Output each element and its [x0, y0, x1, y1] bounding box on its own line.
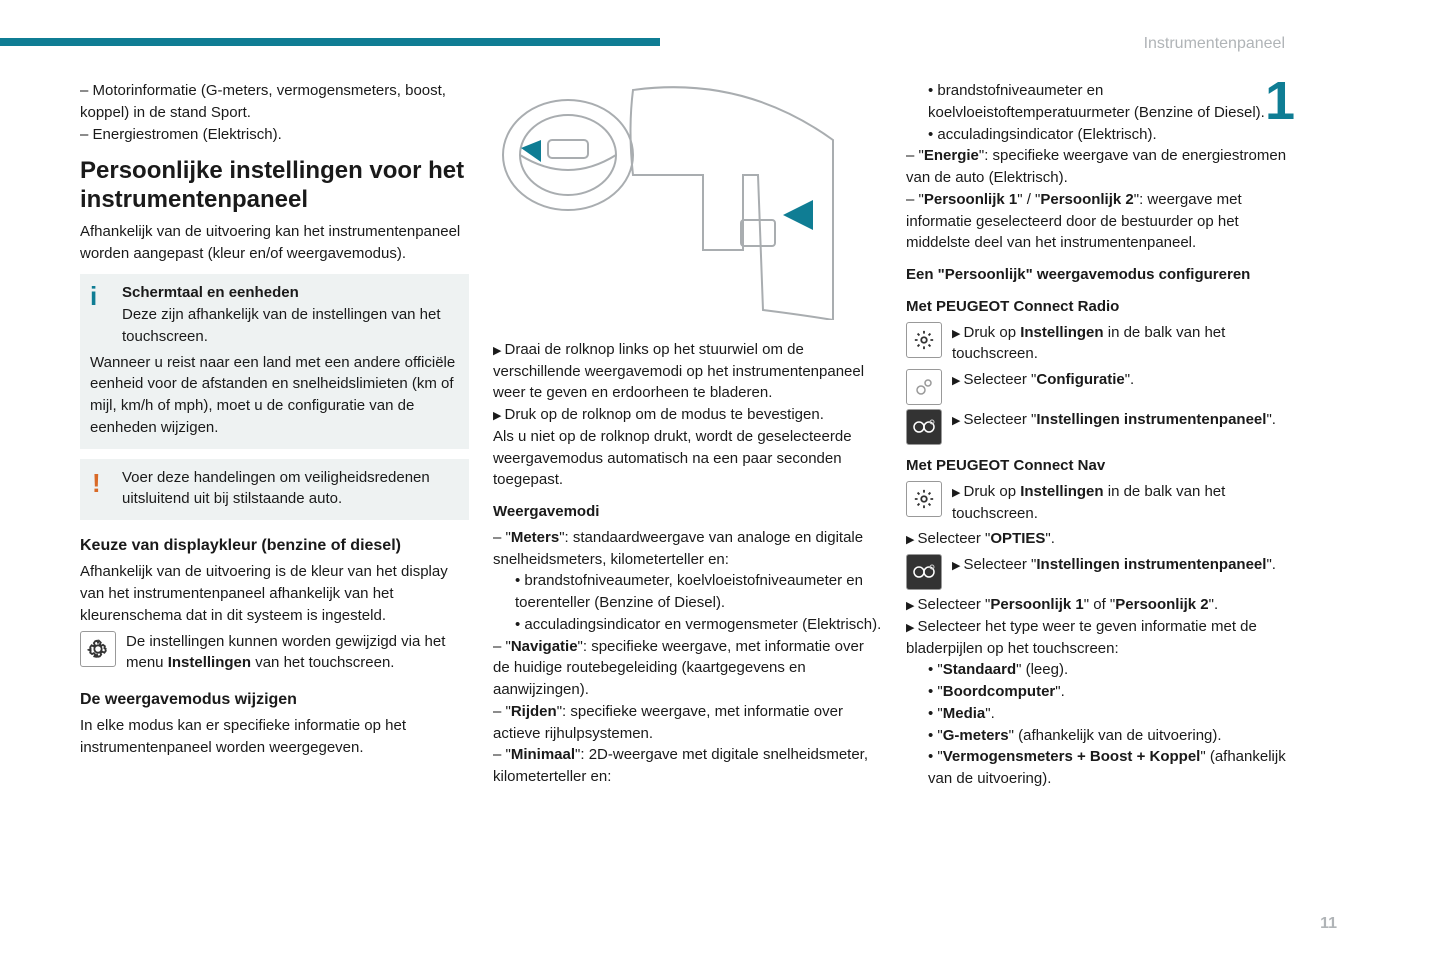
- dashboard-icon: [906, 409, 942, 445]
- min-sub-2: acculadingsindicator (Elektrisch).: [928, 124, 1295, 146]
- nav-step-4: Selecteer "Persoonlijk 1" of "Persoonlij…: [906, 594, 1295, 616]
- heading-display-color: Keuze van displaykleur (benzine of diese…: [80, 534, 469, 557]
- display-color-sub: Afhankelijk van de uitvoering is de kleu…: [80, 561, 469, 626]
- option-item: "Standaard" (leeg).: [928, 659, 1295, 681]
- steering-wheel-diagram: [493, 80, 863, 320]
- warning-icon: !: [92, 465, 101, 503]
- gear-icon: [80, 631, 116, 667]
- option-item: "G-meters" (afhankelijk van de uitvoerin…: [928, 725, 1295, 747]
- nav-step-1: Druk op Instellingen in de balk van het …: [906, 481, 1295, 525]
- info-p2: Wanneer u reist naar een land met een an…: [90, 352, 459, 439]
- info-title: Schermtaal en eenheden: [122, 284, 299, 301]
- column-2: Draai de rolknop links op het stuurwiel …: [493, 80, 882, 790]
- mode-persoonlijk: "Persoonlijk 1" / "Persoonlijk 2": weerg…: [906, 189, 1295, 254]
- options-list: "Standaard" (leeg)."Boordcomputer"."Medi…: [906, 659, 1295, 790]
- section-title: Instrumentenpaneel: [1144, 35, 1285, 53]
- page-number: 11: [1320, 915, 1337, 933]
- info-p1: Deze zijn afhankelijk van de instellinge…: [122, 304, 459, 348]
- nav-step-3: Selecteer "Instellingen instrumentenpane…: [906, 554, 1295, 590]
- intro-item-2: Energiestromen (Elektrisch).: [80, 124, 469, 146]
- min-sub-1: brandstofniveaumeter en koelvloeistoftem…: [928, 80, 1295, 124]
- radio-step-3: Selecteer "Instellingen instrumentenpane…: [906, 409, 1295, 445]
- column-1: Motorinformatie (G-meters, vermogensmete…: [80, 80, 469, 790]
- step-2: Druk op de rolknop om de modus te bevest…: [493, 404, 882, 426]
- warning-text: Voer deze handelingen om veiligheidsrede…: [122, 467, 459, 511]
- column-3: brandstofniveaumeter en koelvloeistoftem…: [906, 80, 1295, 790]
- heading-change-mode: De weergavemodus wijzigen: [80, 688, 469, 711]
- option-item: "Media".: [928, 703, 1295, 725]
- radio-step-2: Selecteer "Configuratie".: [906, 369, 1295, 405]
- double-gear-icon: [906, 369, 942, 405]
- nav-step-2: Selecteer "OPTIES".: [906, 528, 1295, 550]
- mode-navigation: "Navigatie": specifieke weergave, met in…: [493, 636, 882, 701]
- heading-personal-settings: Persoonlijke instellingen voor het instr…: [80, 157, 469, 215]
- heading-display-modes: Weergavemodi: [493, 501, 882, 523]
- intro-item-1: Motorinformatie (G-meters, vermogensmete…: [80, 80, 469, 124]
- nav-step-5: Selecteer het type weer te geven informa…: [906, 616, 1295, 660]
- option-item: "Boordcomputer".: [928, 681, 1295, 703]
- radio-step-1: Druk op Instellingen in de balk van het …: [906, 322, 1295, 366]
- heading-configure-personal: Een "Persoonlijk" weergavemodus configur…: [906, 264, 1295, 286]
- mode-minimaal: "Minimaal": 2D-weergave met digitale sne…: [493, 744, 882, 788]
- heading-sub: Afhankelijk van de uitvoering kan het in…: [80, 221, 469, 265]
- meters-sub-1: brandstofniveaumeter, koelvloeistofnivea…: [515, 570, 882, 614]
- gear-icon: [906, 322, 942, 358]
- settings-row-text: De instellingen kunnen worden gewijzigd …: [126, 631, 469, 675]
- warning-box: ! Voer deze handelingen om veiligheidsre…: [80, 459, 469, 521]
- info-icon: i: [90, 278, 97, 316]
- info-box-language: i Schermtaal en eenheden Deze zijn afhan…: [80, 274, 469, 448]
- header-accent-bar: [0, 38, 660, 46]
- page-content: Motorinformatie (G-meters, vermogensmete…: [80, 80, 1295, 790]
- step-1: Draai de rolknop links op het stuurwiel …: [493, 339, 882, 404]
- change-mode-sub: In elke modus kan er specifieke informat…: [80, 715, 469, 759]
- mode-meters: "Meters": standaardweergave van analoge …: [493, 527, 882, 571]
- step-note: Als u niet op de rolknop drukt, wordt de…: [493, 426, 882, 491]
- mode-rijden: "Rijden": specifieke weergave, met infor…: [493, 701, 882, 745]
- option-item: "Vermogensmeters + Boost + Koppel" (afha…: [928, 746, 1295, 790]
- mode-energie: "Energie": specifieke weergave van de en…: [906, 145, 1295, 189]
- heading-connect-nav: Met PEUGEOT Connect Nav: [906, 455, 1295, 477]
- dashboard-icon: [906, 554, 942, 590]
- meters-sub-2: acculadingsindicator en vermogensmeter (…: [515, 614, 882, 636]
- gear-icon: [906, 481, 942, 517]
- heading-connect-radio: Met PEUGEOT Connect Radio: [906, 296, 1295, 318]
- settings-icon-row: De instellingen kunnen worden gewijzigd …: [80, 631, 469, 675]
